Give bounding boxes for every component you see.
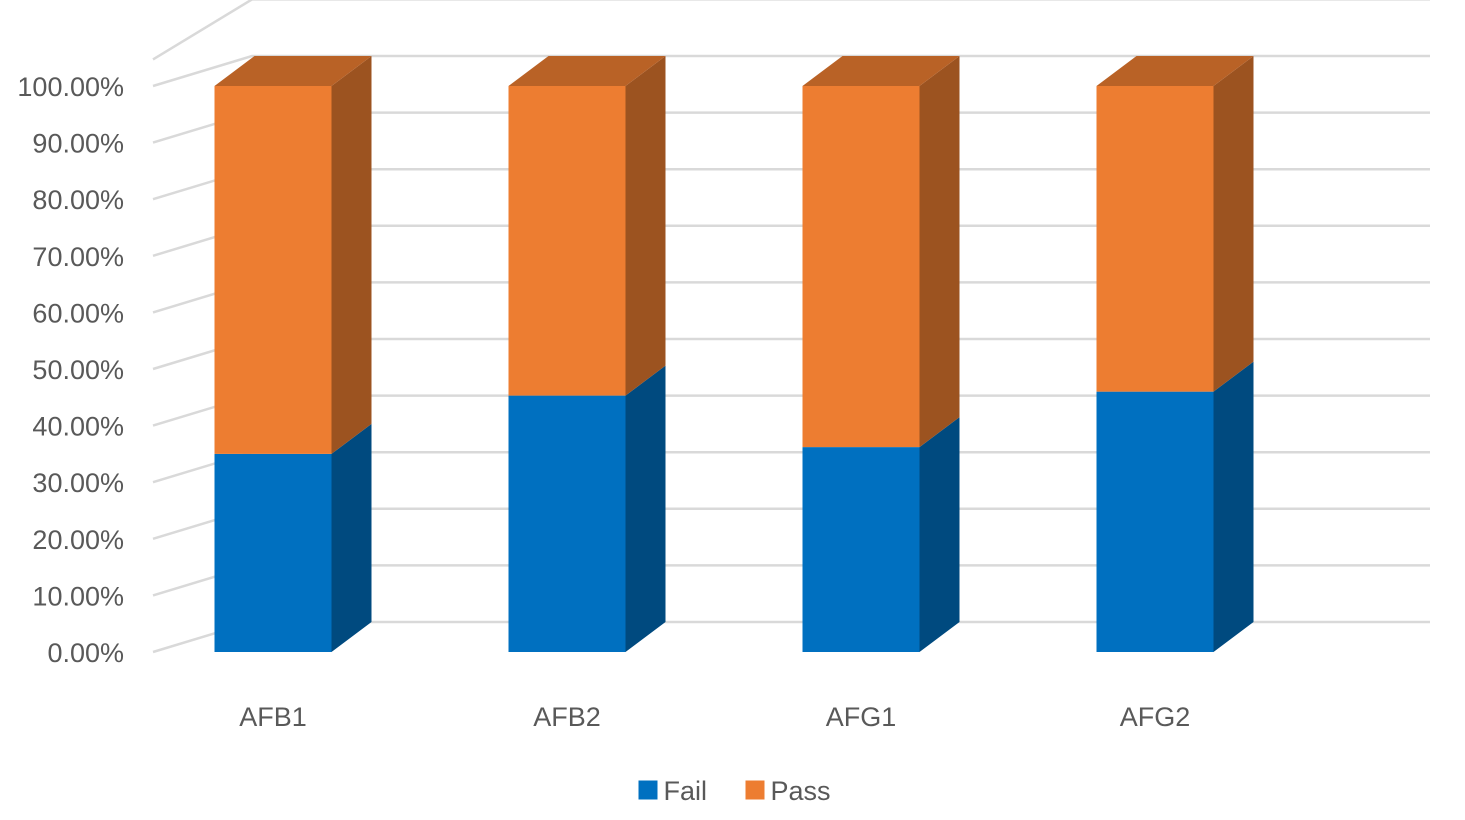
- bar-fail-afb2: [508, 365, 666, 652]
- bar-side-face: [919, 56, 960, 448]
- legend-label: Pass: [771, 776, 831, 806]
- x-axis-tick-labels: AFB1 AFB2 AFG1 AFG2: [239, 702, 1190, 732]
- bar-front-face: [1096, 86, 1214, 392]
- x-tick-label: AFB1: [239, 702, 307, 732]
- bar-front-face: [802, 447, 920, 652]
- bar-front-face: [508, 86, 626, 396]
- bar-side-face: [1213, 56, 1254, 392]
- bars: [214, 56, 1254, 652]
- bar-side-face: [1213, 361, 1254, 652]
- y-tick-label: 20.00%: [32, 525, 124, 555]
- y-axis-tick-labels: 0.00% 10.00% 20.00% 30.00% 40.00% 50.00% 60.00…: [17, 72, 124, 668]
- bar-top-face: [802, 56, 960, 86]
- bar-top-face: [508, 56, 666, 86]
- legend-label: Fail: [664, 776, 708, 806]
- bar-top-face: [1096, 56, 1254, 86]
- y-tick-label: 50.00%: [32, 355, 124, 385]
- bar-front-face: [1096, 391, 1214, 652]
- bar-side-face: [919, 417, 960, 652]
- y-tick-label: 0.00%: [47, 638, 124, 668]
- x-tick-label: AFG2: [1120, 702, 1191, 732]
- bar-top-face: [214, 56, 372, 86]
- bar-pass-afb2: [508, 56, 666, 396]
- bar-pass-afg2: [1096, 56, 1254, 392]
- bar-front-face: [214, 453, 332, 652]
- bar-fail-afb1: [214, 423, 372, 652]
- y-tick-label: 100.00%: [17, 72, 124, 102]
- bar-pass-afg1: [802, 56, 960, 448]
- bar-side-face: [331, 56, 372, 454]
- bar-front-face: [802, 86, 920, 448]
- y-tick-label: 40.00%: [32, 412, 124, 442]
- legend-swatch: [638, 780, 658, 800]
- bar-side-face: [331, 423, 372, 652]
- gridline: [152, 54, 1430, 88]
- legend-item-pass: Pass: [745, 776, 831, 806]
- legend-swatch: [745, 780, 765, 800]
- x-tick-label: AFG1: [826, 702, 897, 732]
- bar-front-face: [214, 86, 332, 454]
- x-tick-label: AFB2: [533, 702, 601, 732]
- gridline-top: [152, 0, 1430, 61]
- y-tick-label: 30.00%: [32, 468, 124, 498]
- bar-fail-afg1: [802, 417, 960, 652]
- bar-side-face: [625, 365, 666, 652]
- bar-fail-afg2: [1096, 361, 1254, 652]
- bar-side-face: [625, 56, 666, 396]
- y-tick-label: 70.00%: [32, 242, 124, 272]
- bar-pass-afb1: [214, 56, 372, 454]
- y-tick-label: 10.00%: [32, 581, 124, 611]
- bar-front-face: [508, 395, 626, 652]
- y-tick-label: 60.00%: [32, 298, 124, 328]
- legend: Fail Pass: [638, 776, 831, 806]
- y-tick-label: 80.00%: [32, 185, 124, 215]
- y-tick-label: 90.00%: [32, 129, 124, 159]
- legend-item-fail: Fail: [638, 776, 708, 806]
